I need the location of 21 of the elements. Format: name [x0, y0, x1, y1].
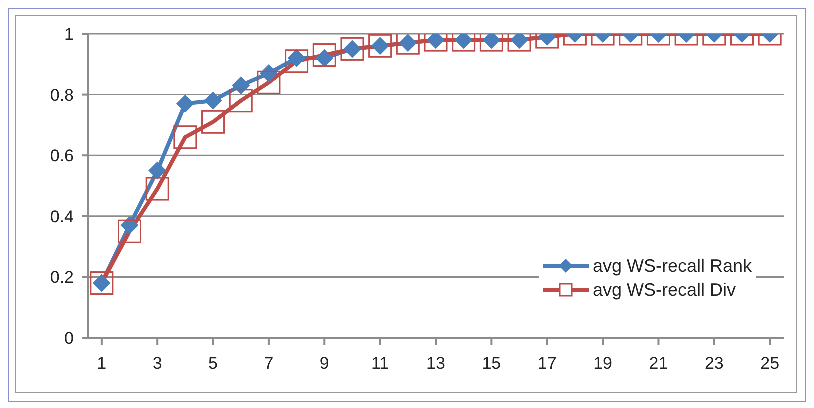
x-tick-label: 23 — [704, 354, 724, 374]
y-tick-label: 0.8 — [50, 86, 74, 105]
x-tick-label: 21 — [649, 354, 668, 374]
x-tick-label: 3 — [152, 354, 162, 374]
y-tick-label: 0 — [64, 329, 74, 348]
x-tick-label: 9 — [320, 354, 330, 374]
x-tick-label: 15 — [482, 354, 502, 374]
legend-label: avg WS-recall Rank — [592, 255, 752, 278]
x-tick-label: 13 — [426, 354, 446, 374]
y-tick-label: 1 — [64, 25, 74, 44]
y-tick-label: 0.4 — [50, 207, 74, 226]
x-tick-label: 7 — [264, 354, 274, 374]
legend-label: avg WS-recall Div — [592, 279, 736, 302]
x-tick-label: 19 — [594, 354, 612, 374]
x-tick-label: 17 — [538, 354, 557, 374]
x-tick-label: 11 — [371, 354, 390, 374]
x-tick-label: 5 — [208, 354, 218, 374]
x-tick-label: 25 — [760, 354, 780, 374]
y-tick-label: 0.2 — [50, 268, 74, 288]
x-tick-label: 1 — [97, 354, 107, 374]
y-tick-label: 0.6 — [50, 146, 74, 166]
